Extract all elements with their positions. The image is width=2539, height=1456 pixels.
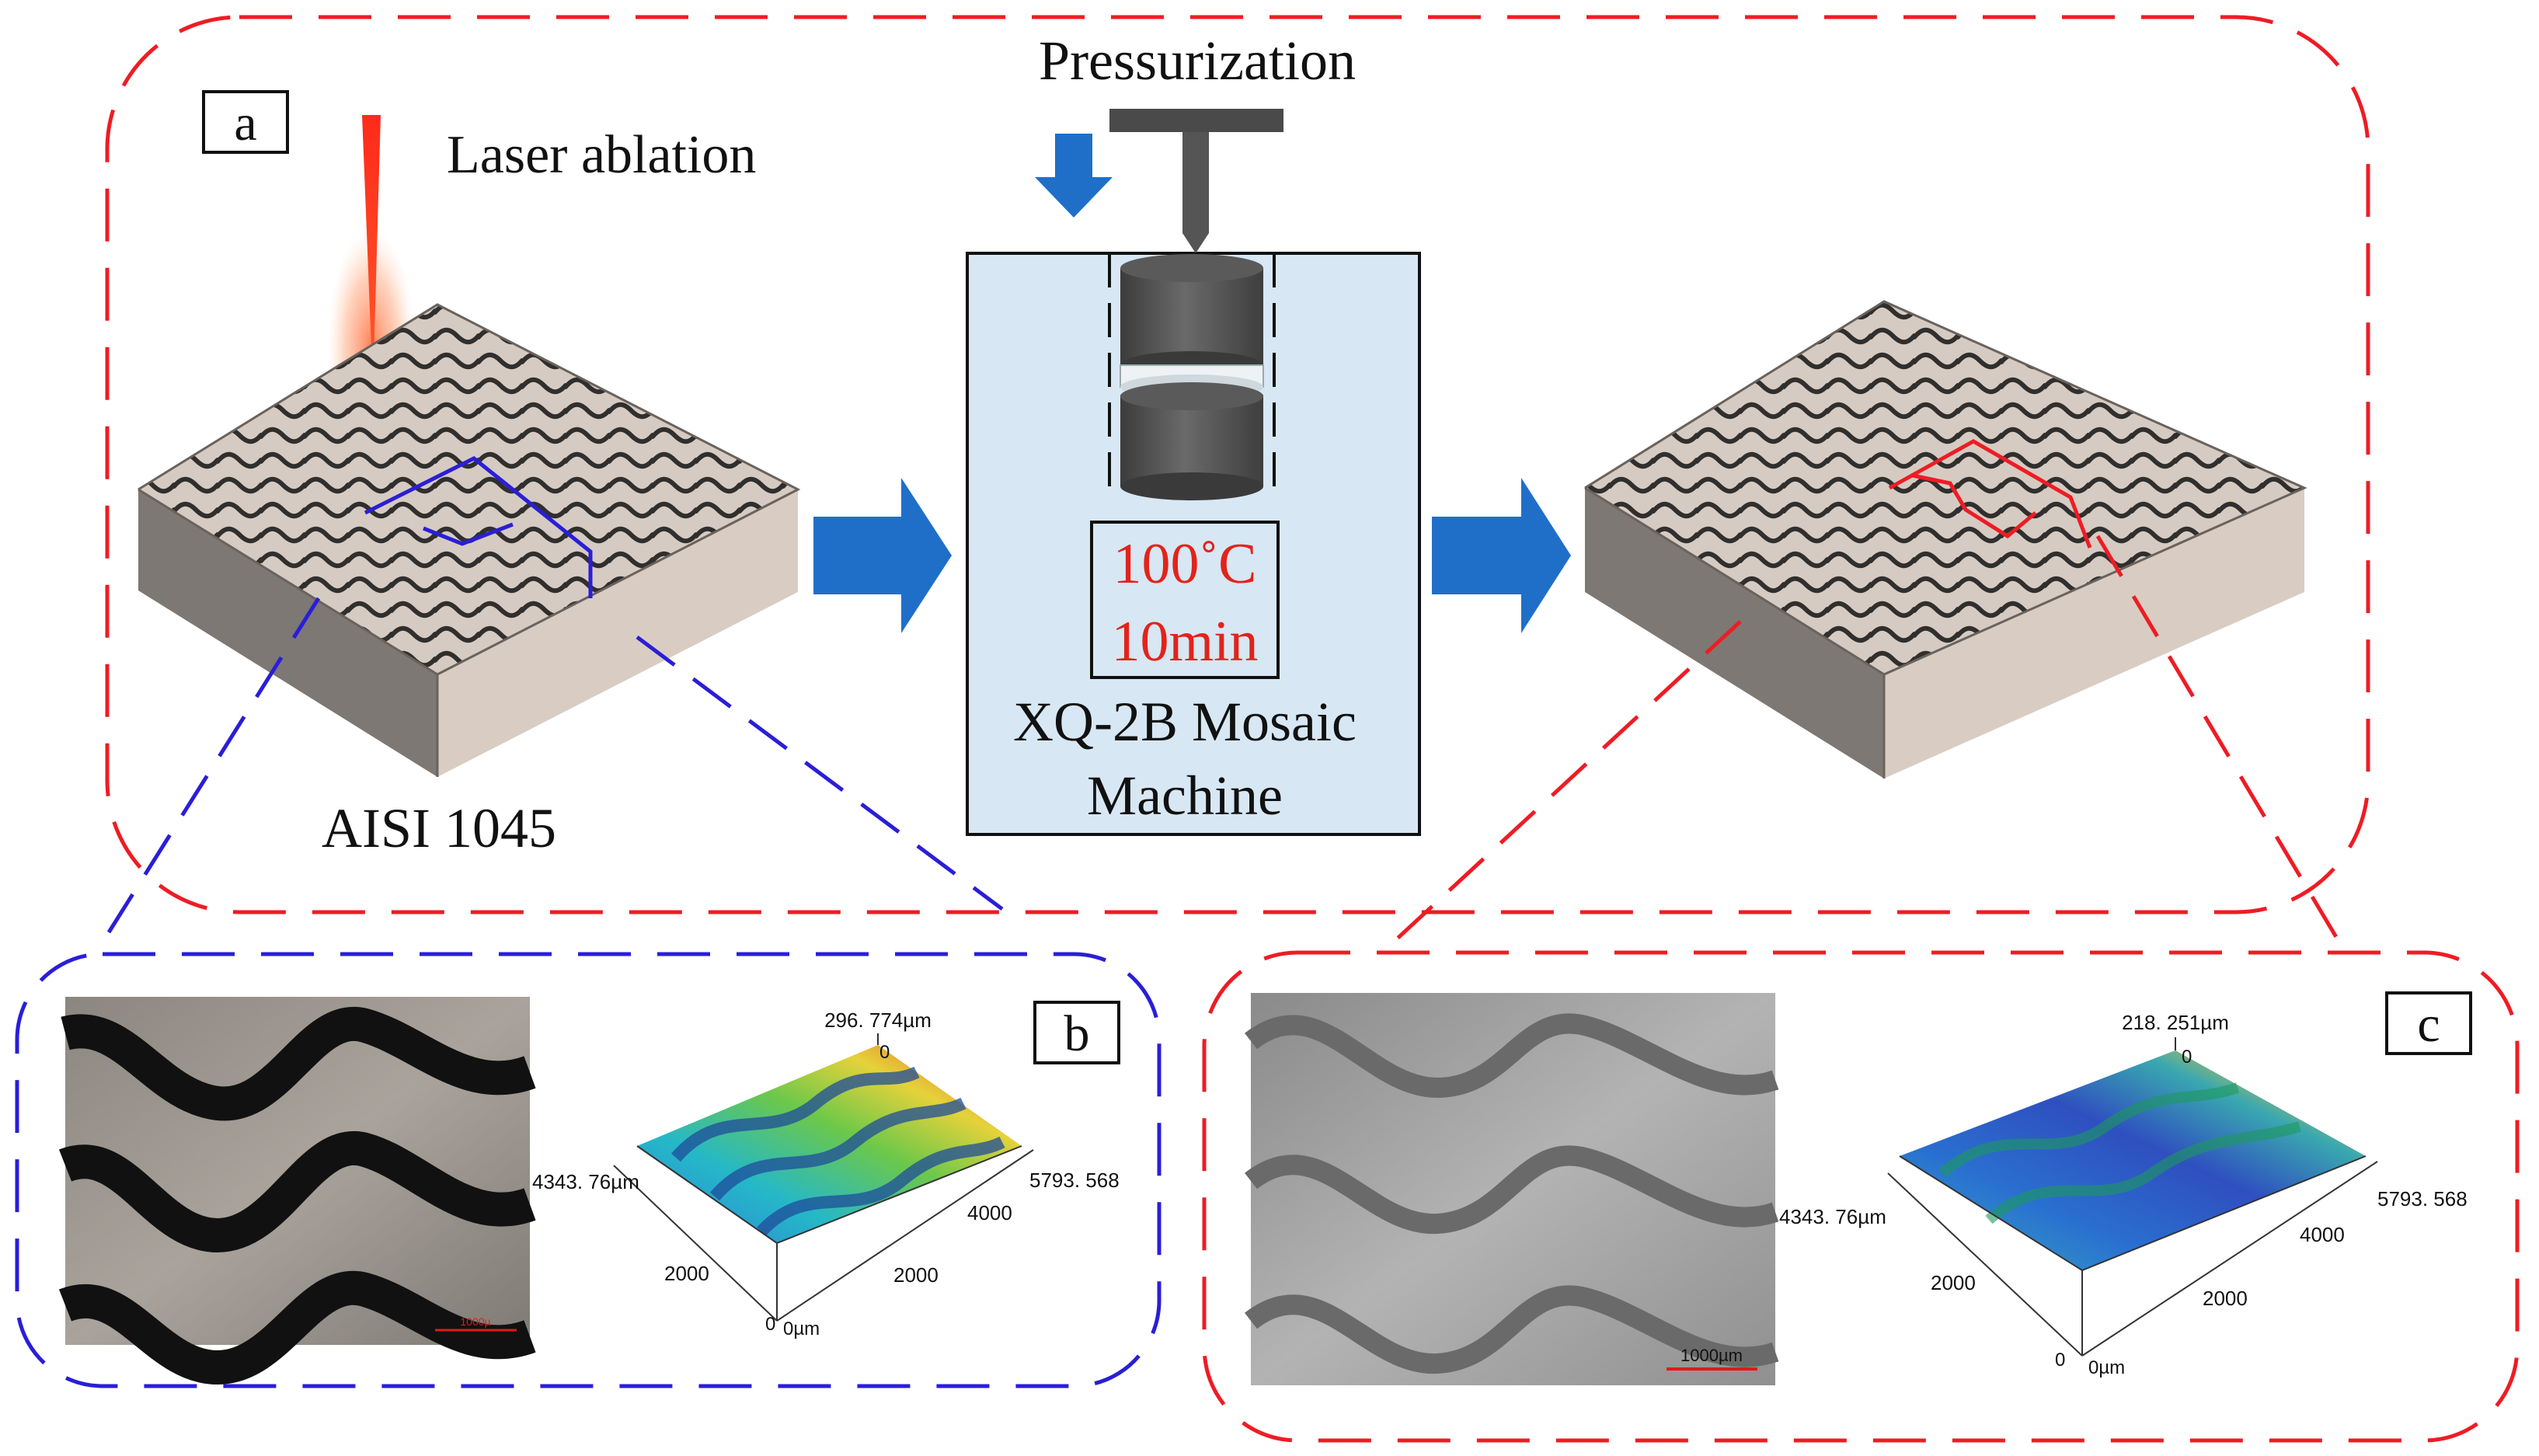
panel-c-frame bbox=[1202, 950, 2520, 1443]
laser-label: Laser ablation bbox=[447, 125, 756, 185]
plot-b-origin: 0µm bbox=[783, 1318, 820, 1339]
plot-b-zmin-top: 0 bbox=[879, 1042, 890, 1063]
workpiece-block-left bbox=[138, 303, 801, 777]
press-plunger-tip bbox=[1182, 233, 1209, 253]
micrograph-c: 1000µm bbox=[1245, 993, 1779, 1385]
panel-b-label-box bbox=[1033, 1001, 1120, 1064]
micrograph-b: 1000µ bbox=[58, 997, 536, 1385]
plot-b-tick-x4000: 4000 bbox=[967, 1201, 1012, 1224]
plot-b-ymax: 4343. 76µm bbox=[532, 1170, 639, 1193]
workpiece-block-right bbox=[1584, 300, 2307, 779]
zoom-edge-blue-2 bbox=[636, 635, 1004, 911]
surface-plot-c: 218. 251µm 0 4343. 76µm 5793. 568 4000 2… bbox=[1779, 1011, 2468, 1378]
panel-b-label: b bbox=[1064, 1005, 1090, 1062]
zoom-outline-red-inner bbox=[1912, 473, 2037, 539]
flow-arrow-2 bbox=[1432, 478, 1571, 633]
plot-c-tick-x4000: 4000 bbox=[2300, 1223, 2345, 1246]
zoom-outline-blue-inner bbox=[423, 522, 514, 546]
plot-c-zmax: 218. 251µm bbox=[2122, 1011, 2229, 1034]
flow-arrow-1 bbox=[813, 478, 952, 633]
pressure-arrow bbox=[1035, 134, 1113, 218]
plot-c-tick-x2000: 2000 bbox=[2203, 1287, 2248, 1310]
lower-cylinder bbox=[1120, 382, 1263, 500]
machine-label-line1: XQ-2B Mosaic bbox=[1013, 691, 1357, 753]
press-plunger-head bbox=[1109, 109, 1283, 132]
panel-c-label: c bbox=[2417, 996, 2440, 1053]
zoom-outline-red bbox=[1888, 439, 2092, 549]
laser-beam bbox=[362, 115, 381, 388]
upper-cylinder bbox=[1120, 254, 1263, 379]
panel-a-frame bbox=[105, 15, 2370, 914]
press-plunger-rod bbox=[1182, 132, 1209, 233]
panel-b-frame bbox=[15, 952, 1162, 1388]
time-label: 10min bbox=[1111, 610, 1258, 674]
surface-plot-b: 296. 774µm 0 4343. 76µm 5793. 568 4000 2… bbox=[532, 1008, 1120, 1339]
plot-c-zmin-top: 0 bbox=[2182, 1047, 2192, 1068]
zoom-edge-red-2 bbox=[2095, 535, 2349, 956]
plot-b-zmax: 296. 774µm bbox=[824, 1008, 932, 1032]
plot-c-xmax: 5793. 568 bbox=[2377, 1187, 2468, 1210]
plot-c-ymax: 4343. 76µm bbox=[1779, 1205, 1886, 1228]
plot-c-origin: 0µm bbox=[2088, 1357, 2125, 1378]
plot-b-xmax: 5793. 568 bbox=[1029, 1169, 1120, 1192]
plot-c-zmin: 0 bbox=[2055, 1350, 2065, 1371]
scale-bar-b-label: 1000µ bbox=[460, 1315, 490, 1328]
plot-b-tick-x2000: 2000 bbox=[893, 1263, 939, 1287]
plot-b-zmin: 0 bbox=[765, 1314, 775, 1335]
machine-label-line2: Machine bbox=[1087, 765, 1283, 827]
temperature-label: 100˚C bbox=[1113, 532, 1257, 596]
condition-box bbox=[1090, 521, 1280, 679]
material-label: AISI 1045 bbox=[322, 797, 556, 859]
plot-c-tick-y2000: 2000 bbox=[1931, 1271, 1976, 1294]
panel-a-label-box bbox=[202, 90, 289, 154]
plot-b-tick-y2000: 2000 bbox=[664, 1262, 709, 1285]
panel-a-label: a bbox=[234, 95, 256, 152]
zoom-outline-blue bbox=[364, 456, 593, 598]
panel-c-label-box bbox=[2385, 991, 2472, 1055]
zoom-edge-red-1 bbox=[1381, 620, 1742, 953]
pressurization-label: Pressurization bbox=[1039, 30, 1356, 92]
scale-bar-c-label: 1000µm bbox=[1680, 1346, 1743, 1365]
